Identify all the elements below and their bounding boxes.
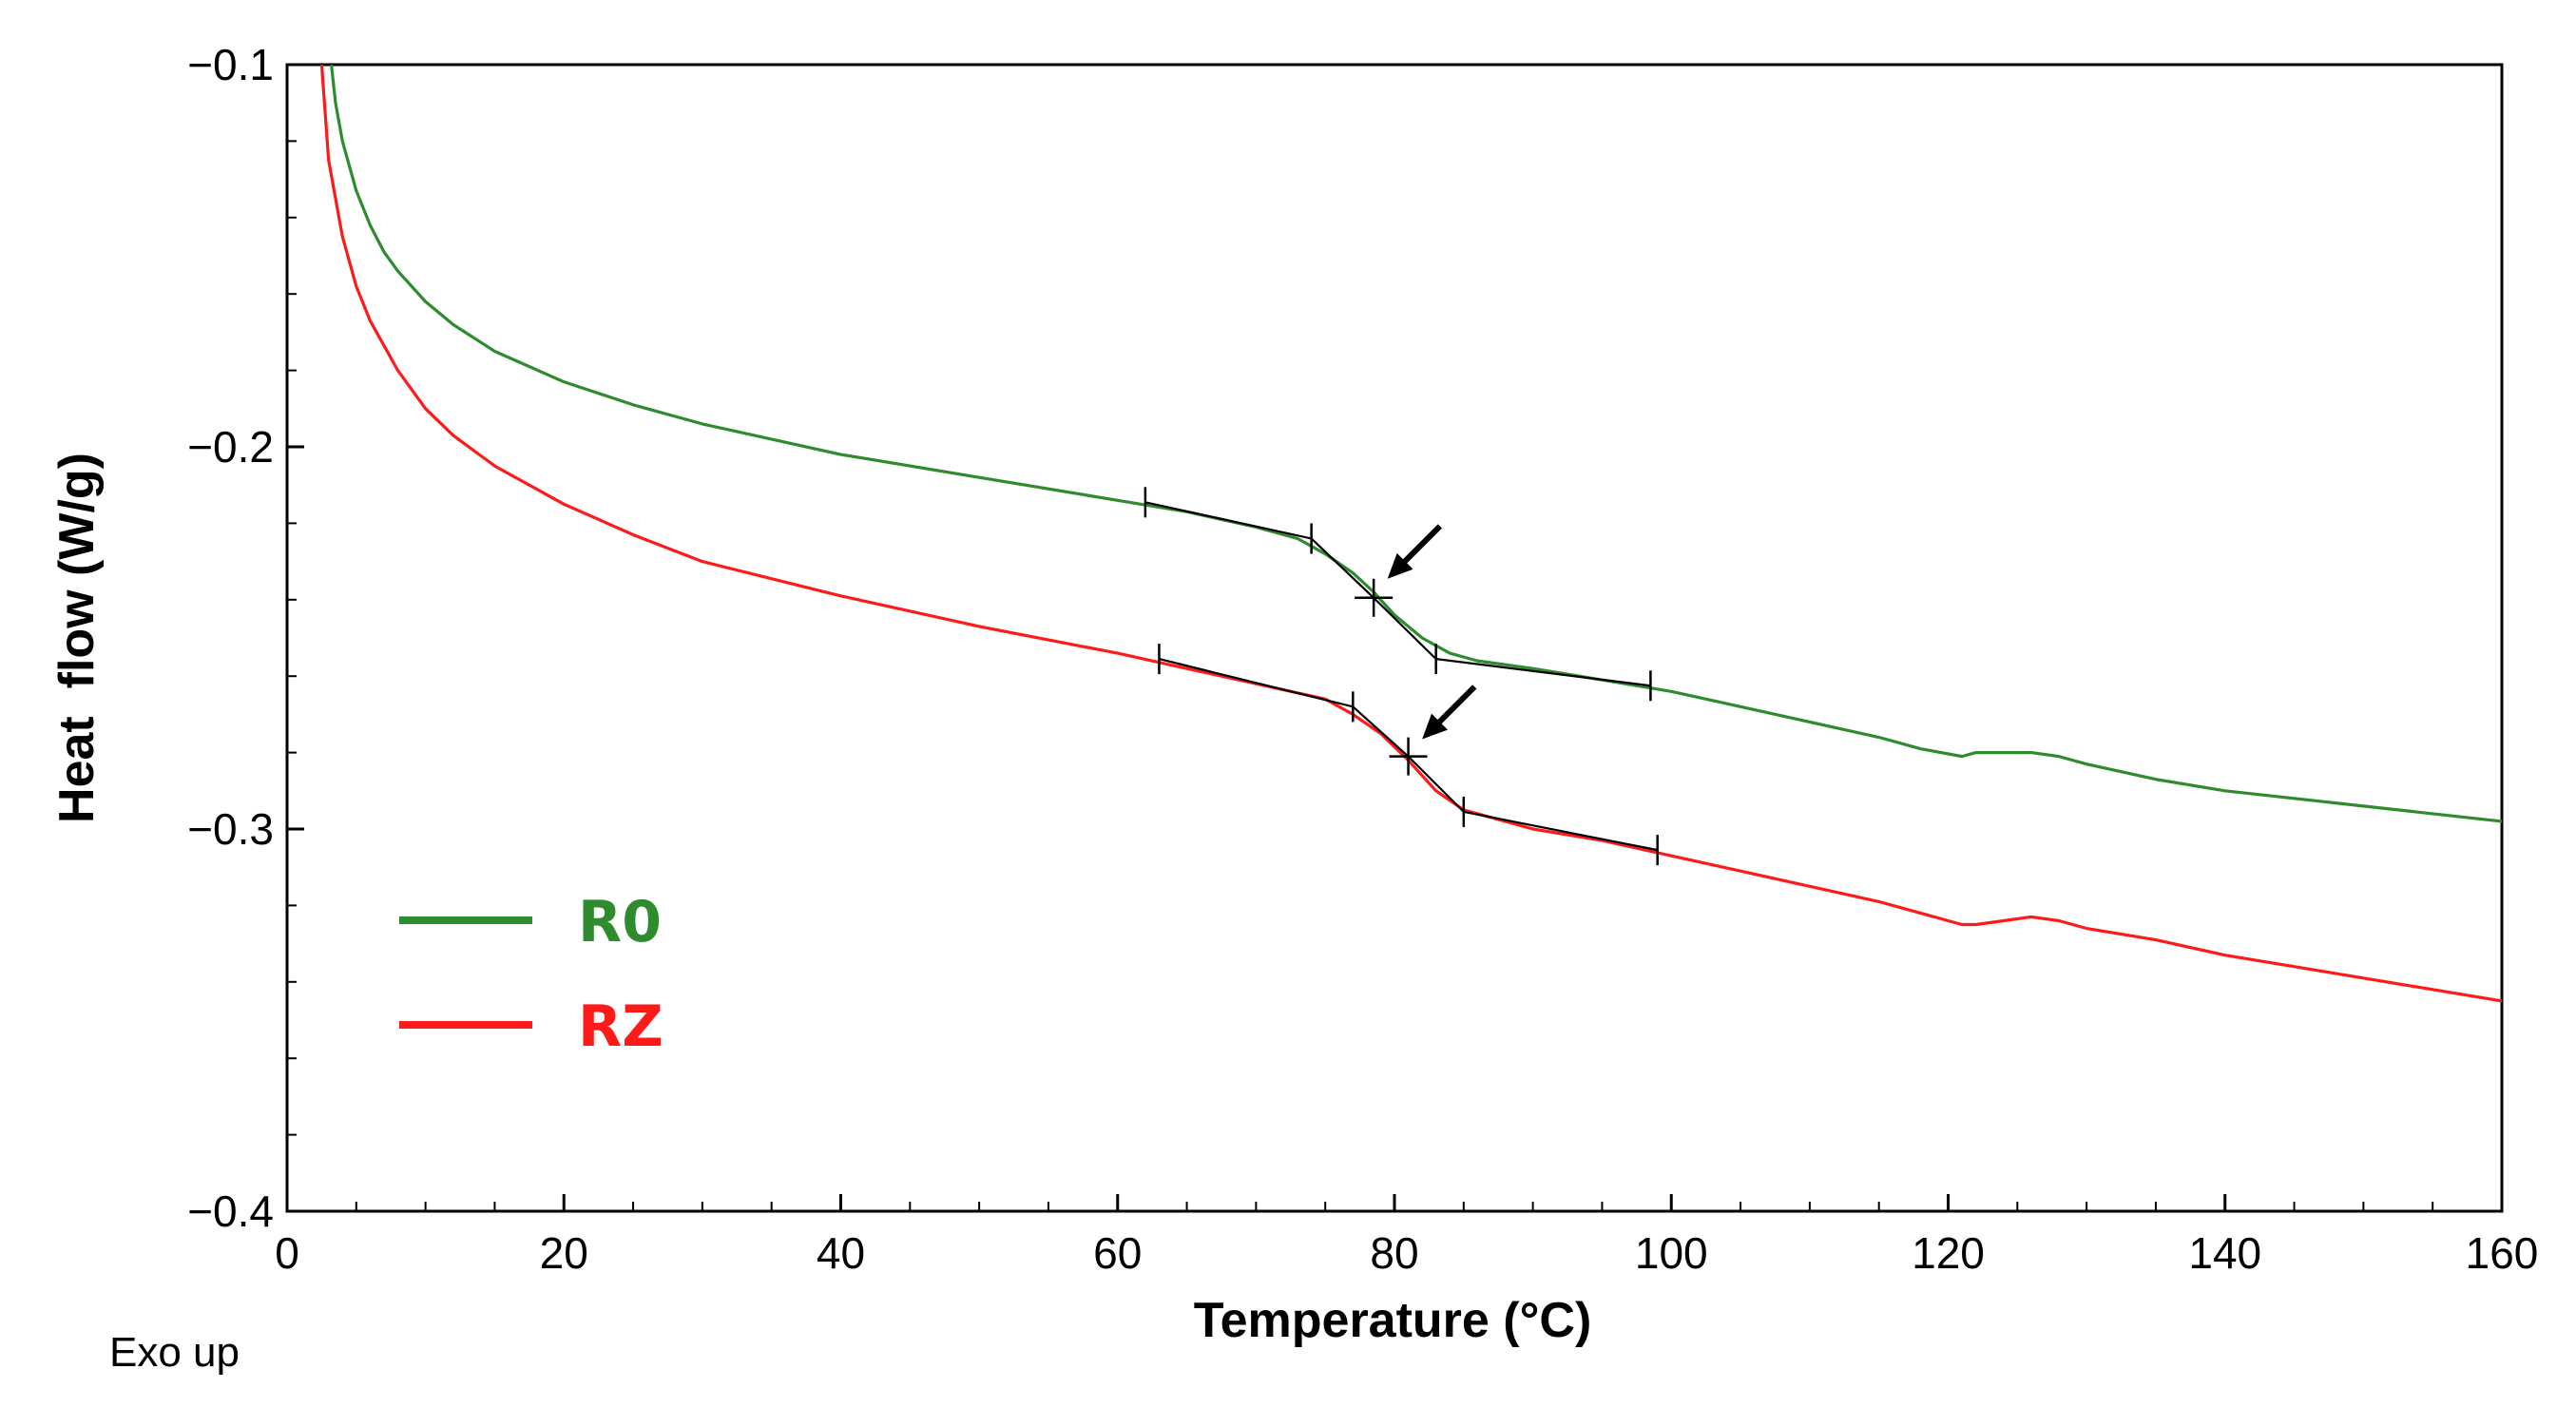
series-line-r0 — [330, 65, 2502, 823]
x-tick-label: 120 — [1912, 1228, 1985, 1278]
x-tick-label: 0 — [275, 1228, 299, 1278]
legend-label-rz: RZ — [578, 993, 663, 1060]
legend: R0 RZ — [399, 889, 663, 1060]
x-axis-ticks: 0 20 40 60 80 100 120 140 160 — [275, 1194, 2538, 1278]
series-layer — [319, 65, 2502, 1003]
x-tick-label: 100 — [1635, 1228, 1708, 1278]
tangent-layer — [1144, 487, 1659, 866]
x-tick-label: 60 — [1093, 1228, 1142, 1278]
tangent-line-r0 — [1144, 501, 1651, 687]
x-tick-label: 80 — [1370, 1228, 1418, 1278]
exo-up-note: Exo up — [109, 1329, 240, 1376]
x-tick-label: 160 — [2466, 1228, 2539, 1278]
y-tick-label: −0.1 — [187, 40, 274, 89]
x-tick-label: 140 — [2188, 1228, 2261, 1278]
legend-label-r0: R0 — [578, 889, 662, 955]
annotation-layer — [1387, 524, 1477, 740]
x-tick-label: 40 — [817, 1228, 865, 1278]
y-axis-title: Heat flow (W/g) — [49, 453, 105, 823]
y-tick-label: −0.2 — [187, 422, 274, 472]
annotation-arrow-head — [1422, 713, 1448, 740]
x-axis-title: Temperature (°C) — [1194, 1293, 1592, 1348]
y-tick-label: −0.3 — [187, 804, 274, 854]
series-line-rz — [319, 65, 2502, 1003]
x-tick-label: 20 — [540, 1228, 588, 1278]
y-axis-ticks: −0.1 −0.2 −0.3 −0.4 — [187, 40, 304, 1236]
y-tick-label: −0.4 — [187, 1186, 274, 1236]
annotation-arrow-head — [1387, 552, 1413, 579]
